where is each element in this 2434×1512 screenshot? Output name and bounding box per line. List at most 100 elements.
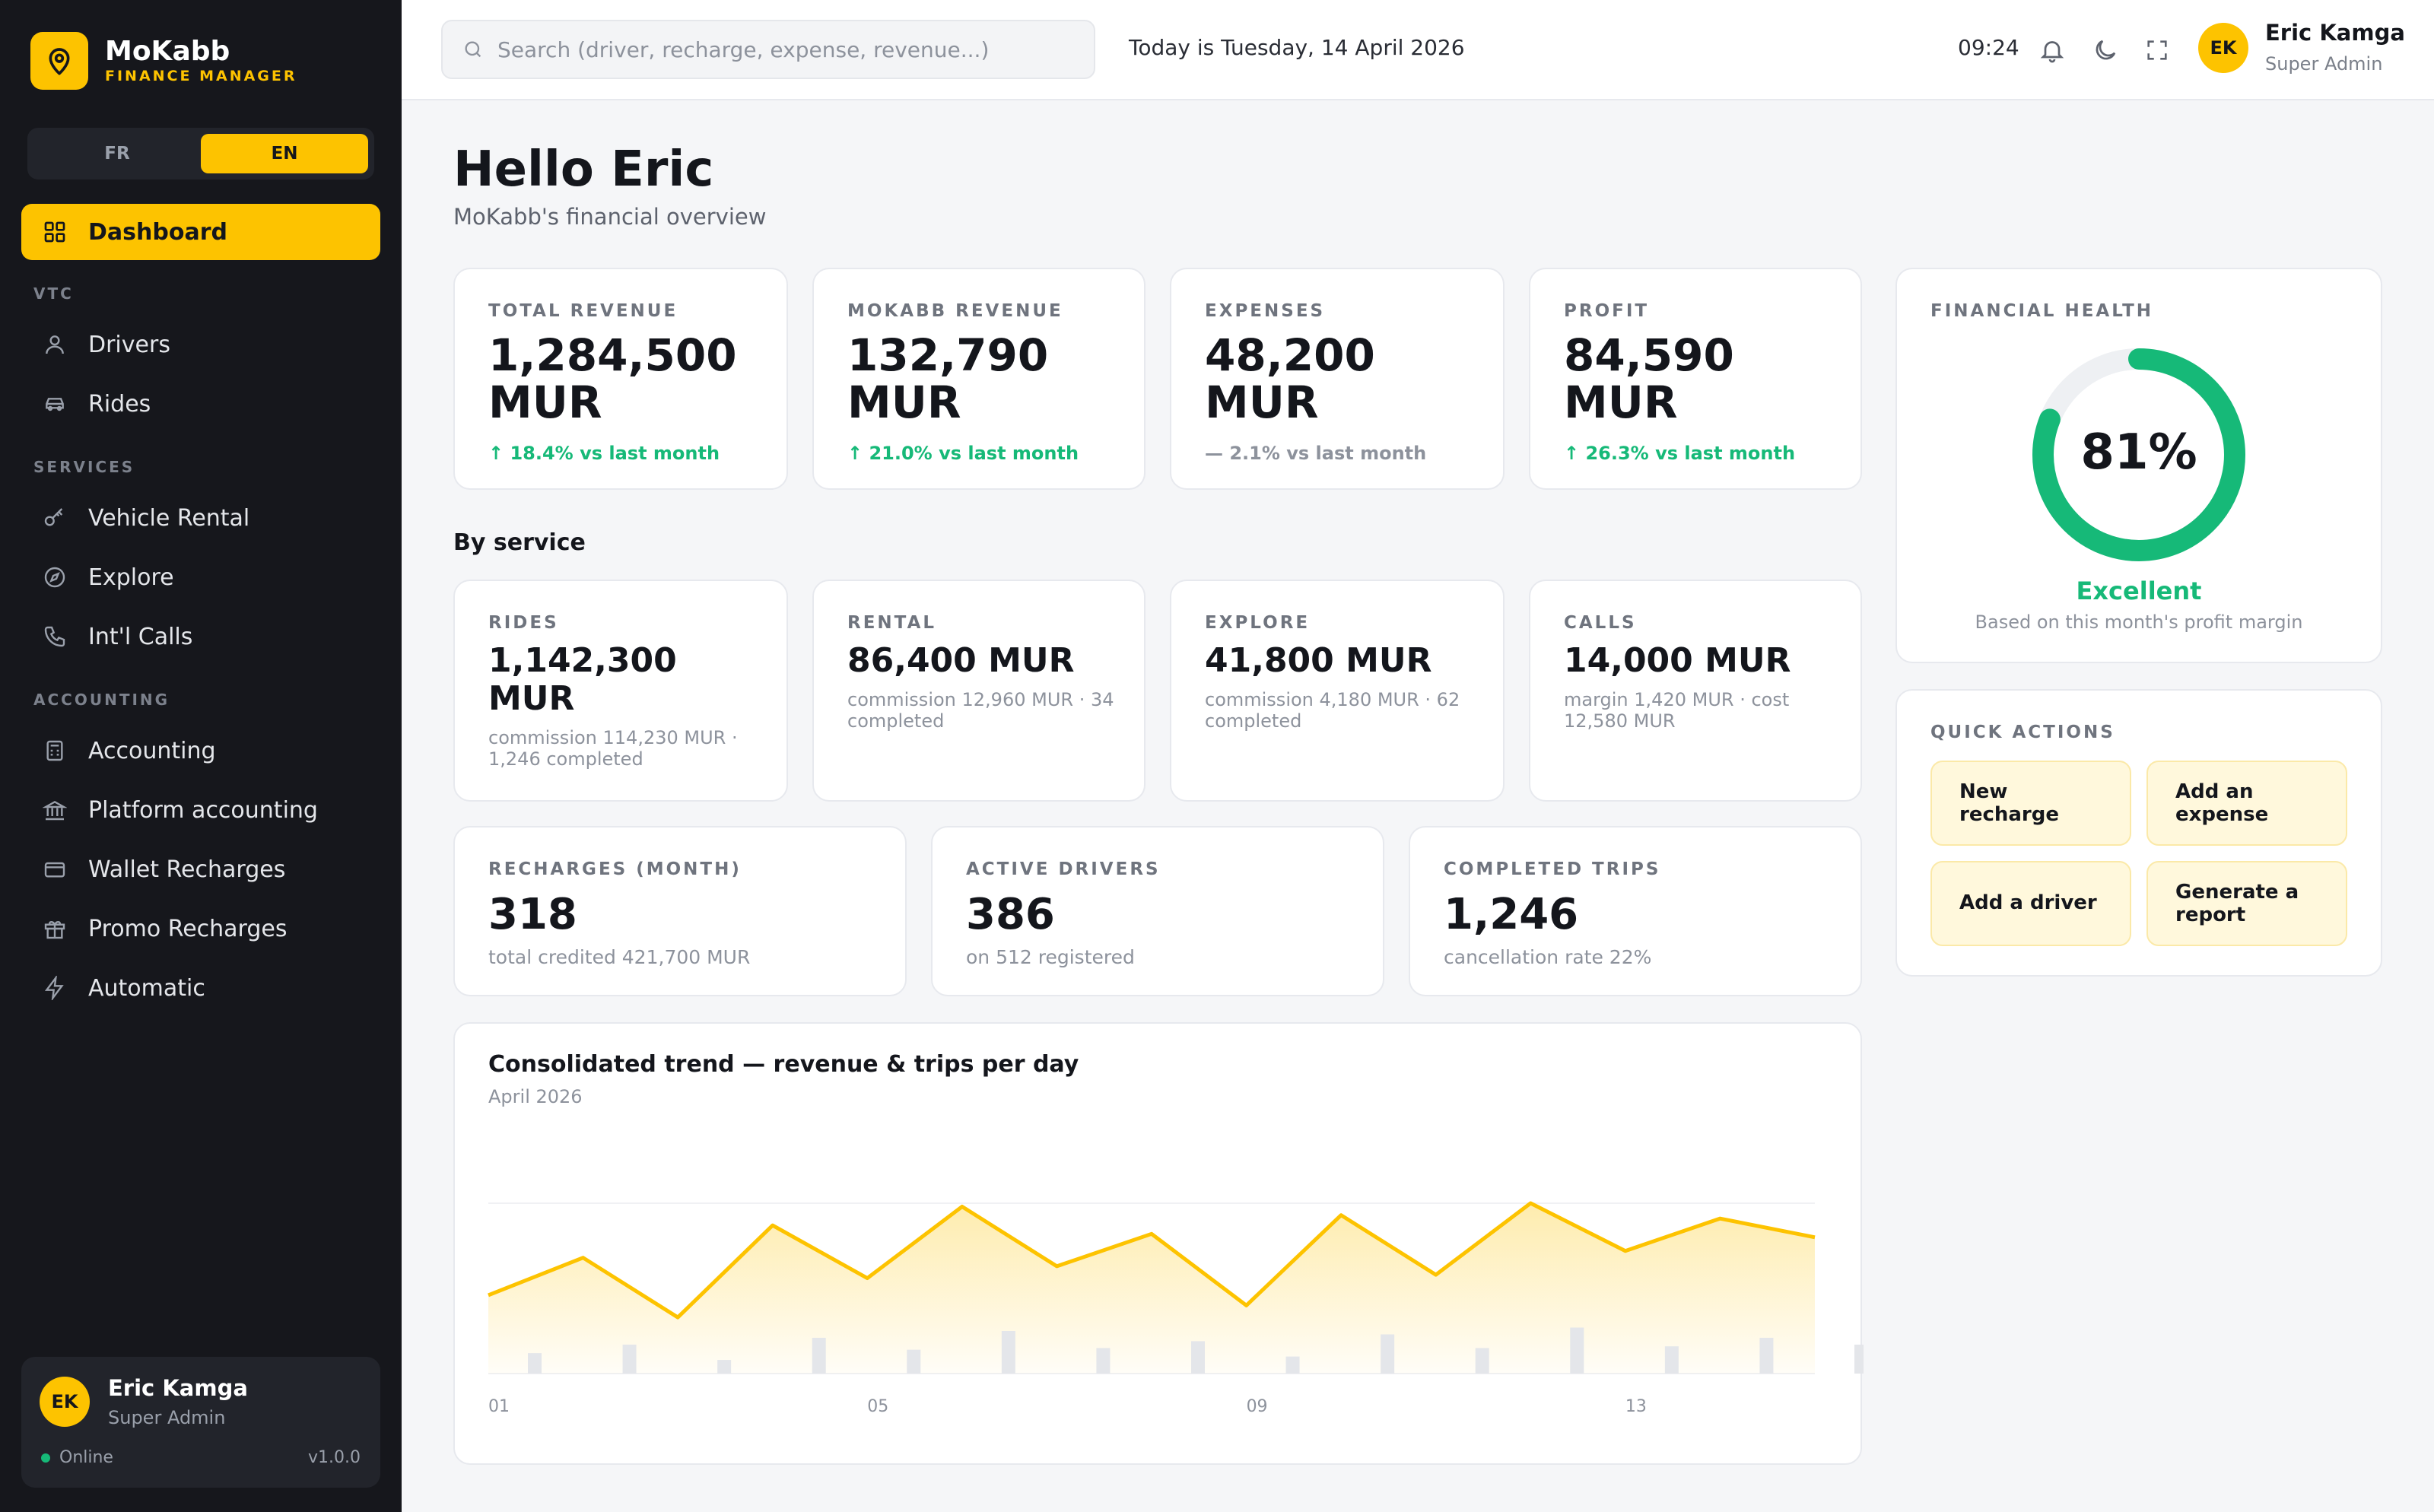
sidebar-item-label: Automatic bbox=[88, 974, 205, 1002]
fullscreen-icon[interactable] bbox=[2142, 35, 2172, 65]
kpi-trend: ↑ 18.4% vs last month bbox=[488, 443, 720, 464]
stat-value: 1,246 bbox=[1444, 890, 1579, 939]
trips-bar bbox=[1854, 1344, 1864, 1374]
sidebar-item-accounting[interactable]: Accounting bbox=[21, 724, 380, 777]
trips-bar bbox=[622, 1344, 637, 1374]
search-input[interactable] bbox=[497, 37, 1076, 62]
sidebar-item-dashboard[interactable]: Dashboard bbox=[21, 204, 380, 260]
x-tick-label: 05 bbox=[867, 1397, 888, 1416]
service-desc: commission 4,180 MUR · 62 completed bbox=[1205, 689, 1460, 732]
car-icon bbox=[41, 390, 68, 418]
user-name: Eric Kamga bbox=[2265, 20, 2405, 46]
add-driver-button[interactable]: Add a driver bbox=[1930, 861, 2131, 946]
sidebar-user-card[interactable]: EK Eric Kamga Super Admin Online v1.0.0 bbox=[21, 1357, 380, 1488]
kpi-card-expenses: EXPENSES 48,200 MUR — 2.1% vs last month bbox=[1170, 268, 1505, 490]
sidebar-item-automatic[interactable]: Automatic bbox=[21, 961, 380, 1015]
service-value: 86,400 MUR bbox=[847, 641, 1075, 680]
health-status: Excellent bbox=[2076, 577, 2202, 605]
bell-icon[interactable] bbox=[2037, 35, 2067, 65]
map-pin-icon bbox=[30, 32, 88, 90]
stat-card-completed-trips: COMPLETED TRIPS 1,246 cancellation rate … bbox=[1409, 826, 1862, 996]
new-recharge-button[interactable]: New recharge bbox=[1930, 761, 2131, 846]
sidebar-item-label: Drivers bbox=[88, 331, 170, 358]
sidebar-item-label: Vehicle Rental bbox=[88, 504, 250, 532]
sidebar-item-wallet-recharges[interactable]: Wallet Recharges bbox=[21, 843, 380, 896]
sidebar-item-label: Dashboard bbox=[88, 218, 227, 246]
brand[interactable]: MoKabb FINANCE MANAGER bbox=[30, 32, 297, 90]
clock: 09:24 bbox=[1958, 35, 2019, 60]
kpi-label: EXPENSES bbox=[1205, 301, 1326, 321]
stat-label: COMPLETED TRIPS bbox=[1444, 859, 1661, 879]
user-role: Super Admin bbox=[2265, 53, 2383, 75]
kpi-trend: ↑ 26.3% vs last month bbox=[1564, 443, 1796, 464]
sidebar: MoKabb FINANCE MANAGER FR EN Dashboard V… bbox=[0, 0, 402, 1512]
trips-bar bbox=[1191, 1341, 1205, 1374]
user-role: Super Admin bbox=[108, 1407, 226, 1428]
service-card-explore[interactable]: EXPLORE 41,800 MUR commission 4,180 MUR … bbox=[1170, 580, 1505, 802]
language-switch: FR EN bbox=[27, 128, 374, 179]
online-dot-icon bbox=[41, 1453, 50, 1463]
phone-icon bbox=[41, 623, 68, 650]
lang-en-button[interactable]: EN bbox=[201, 134, 368, 173]
lang-fr-button[interactable]: FR bbox=[104, 144, 130, 164]
service-label: CALLS bbox=[1564, 613, 1637, 633]
stat-value: 318 bbox=[488, 890, 577, 939]
bank-icon bbox=[41, 796, 68, 824]
sidebar-item-promo-recharges[interactable]: Promo Recharges bbox=[21, 902, 380, 955]
chart-title: Consolidated trend — revenue & trips per… bbox=[488, 1051, 1079, 1078]
sidebar-item-label: Explore bbox=[88, 564, 174, 591]
sidebar-item-rides[interactable]: Rides bbox=[21, 377, 380, 430]
sidebar-item-vehicle-rental[interactable]: Vehicle Rental bbox=[21, 491, 380, 545]
moon-icon[interactable] bbox=[2090, 35, 2121, 65]
service-label: EXPLORE bbox=[1205, 613, 1311, 633]
add-expense-button[interactable]: Add an expense bbox=[2146, 761, 2347, 846]
quick-actions-card: QUICK ACTIONS New recharge Add an expens… bbox=[1895, 689, 2382, 977]
calculator-icon bbox=[41, 737, 68, 764]
service-label: RENTAL bbox=[847, 613, 937, 633]
stat-label: ACTIVE DRIVERS bbox=[966, 859, 1161, 879]
page-subtitle: MoKabb's financial overview bbox=[453, 204, 767, 230]
x-tick-label: 01 bbox=[488, 1397, 510, 1416]
health-gauge bbox=[2032, 348, 2245, 561]
trips-bar bbox=[1096, 1348, 1111, 1374]
service-card-rides[interactable]: RIDES 1,142,300 MUR commission 114,230 M… bbox=[453, 580, 788, 802]
gift-icon bbox=[41, 915, 68, 942]
key-icon bbox=[41, 504, 68, 532]
nav-section-accounting: ACCOUNTING bbox=[33, 691, 170, 709]
trips-bar bbox=[528, 1353, 542, 1374]
trips-bar bbox=[1001, 1331, 1015, 1374]
sidebar-item-label: Int'l Calls bbox=[88, 623, 193, 650]
section-title-by-service: By service bbox=[453, 529, 586, 556]
kpi-label: TOTAL REVENUE bbox=[488, 301, 678, 321]
nav-section-vtc: VTC bbox=[33, 284, 74, 303]
stat-label: RECHARGES (MONTH) bbox=[488, 859, 742, 879]
grid-icon bbox=[41, 218, 68, 246]
sidebar-item-platform-accounting[interactable]: Platform accounting bbox=[21, 783, 380, 837]
stat-card-active-drivers: ACTIVE DRIVERS 386 on 512 registered bbox=[931, 826, 1384, 996]
bolt-icon bbox=[41, 974, 68, 1002]
brand-subtitle: FINANCE MANAGER bbox=[105, 68, 297, 84]
kpi-value: 1,284,500 MUR bbox=[488, 329, 737, 428]
search-box[interactable] bbox=[441, 20, 1095, 79]
revenue-line bbox=[488, 1201, 1816, 1320]
service-value: 41,800 MUR bbox=[1205, 641, 1432, 680]
today-date: Today is Tuesday, 14 April 2026 bbox=[1129, 35, 1465, 60]
service-card-calls[interactable]: CALLS 14,000 MUR margin 1,420 MUR · cost… bbox=[1529, 580, 1862, 802]
online-status: Online bbox=[41, 1448, 113, 1467]
service-desc: commission 114,230 MUR · 1,246 completed bbox=[488, 727, 738, 770]
service-card-rental[interactable]: RENTAL 86,400 MUR commission 12,960 MUR … bbox=[812, 580, 1146, 802]
generate-report-button[interactable]: Generate a report bbox=[2146, 861, 2347, 946]
kpi-label: MOKABB REVENUE bbox=[847, 301, 1063, 321]
trips-bar bbox=[1475, 1348, 1489, 1374]
revenue-area bbox=[488, 1203, 1815, 1374]
kpi-value: 48,200 MUR bbox=[1205, 329, 1375, 428]
compass-icon bbox=[41, 564, 68, 591]
sidebar-item-explore[interactable]: Explore bbox=[21, 551, 380, 604]
kpi-label: PROFIT bbox=[1564, 301, 1650, 321]
sidebar-item-intl-calls[interactable]: Int'l Calls bbox=[21, 610, 380, 663]
brand-name: MoKabb bbox=[105, 36, 230, 67]
sidebar-item-drivers[interactable]: Drivers bbox=[21, 318, 380, 371]
sidebar-item-label: Wallet Recharges bbox=[88, 856, 286, 883]
kpi-card-total-revenue: TOTAL REVENUE 1,284,500 MUR ↑ 18.4% vs l… bbox=[453, 268, 788, 490]
kpi-card-profit: PROFIT 84,590 MUR ↑ 26.3% vs last month bbox=[1529, 268, 1862, 490]
